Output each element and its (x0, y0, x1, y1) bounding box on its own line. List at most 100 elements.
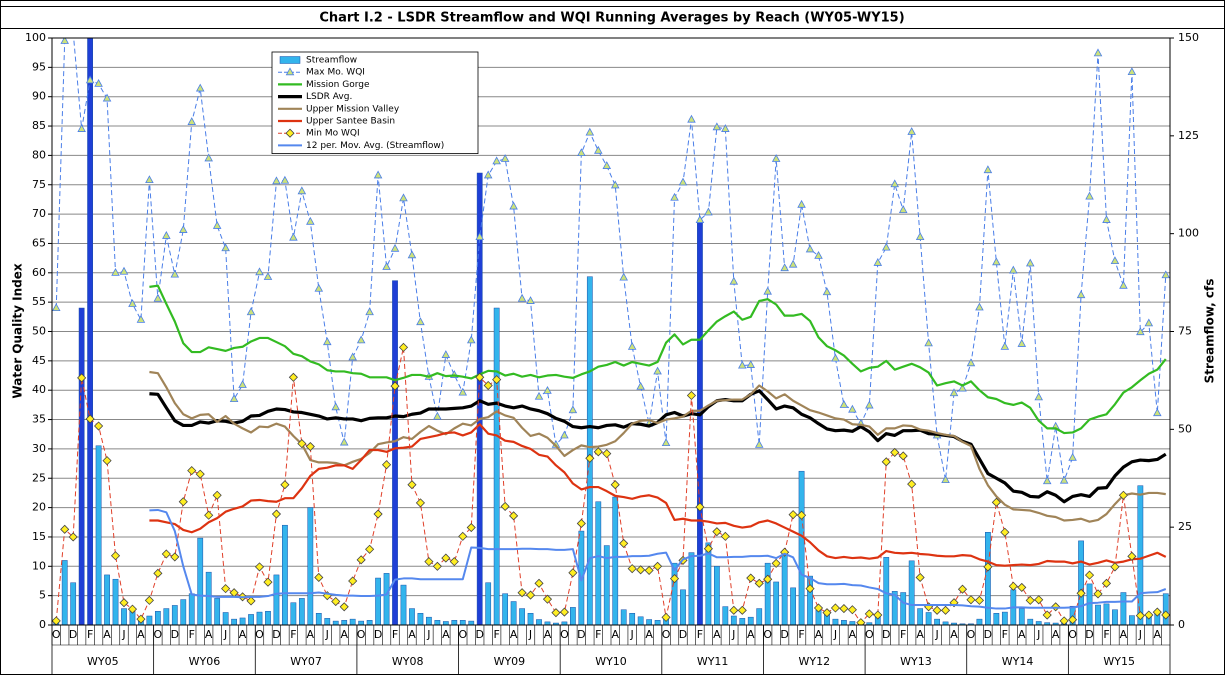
marker (957, 584, 968, 594)
bar (171, 605, 178, 625)
x-tick-label: O (967, 628, 976, 641)
bar (1001, 611, 1008, 625)
marker (102, 456, 112, 466)
x-tick-label: A (815, 628, 823, 641)
legend-box (271, 51, 479, 154)
marker (907, 479, 917, 489)
bar (214, 598, 221, 625)
y2-tick-label: 125 (1178, 129, 1199, 142)
marker (68, 532, 78, 542)
bar (180, 599, 187, 625)
marker (127, 604, 138, 614)
bar (934, 618, 940, 625)
marker (754, 439, 764, 448)
bar (298, 598, 305, 625)
marker (1000, 527, 1010, 537)
bar (70, 582, 77, 625)
marker (661, 612, 671, 622)
marker (542, 594, 553, 604)
y-tick-label: 5 (39, 589, 46, 602)
bar (620, 609, 627, 625)
bar (705, 542, 712, 625)
marker (246, 596, 256, 606)
marker (221, 584, 231, 594)
marker (771, 558, 781, 568)
marker (813, 603, 824, 613)
marker (856, 618, 866, 625)
marker (305, 441, 315, 452)
marker (195, 469, 205, 479)
bar (510, 601, 517, 625)
bar (95, 445, 102, 625)
marker (60, 524, 70, 534)
legend-label: Max Mo. WQI (306, 68, 365, 78)
marker (822, 608, 832, 618)
marker (94, 78, 103, 87)
marker (500, 154, 510, 162)
x-tick-label: O (1068, 628, 1077, 641)
marker (1025, 595, 1035, 605)
bar (730, 615, 737, 625)
marker (1144, 610, 1154, 620)
marker (873, 610, 883, 620)
marker (585, 127, 595, 136)
marker (932, 605, 942, 615)
marker (1059, 475, 1069, 484)
marker (1068, 615, 1078, 625)
bar (586, 276, 593, 625)
marker (1017, 338, 1027, 347)
marker (254, 562, 265, 572)
x-tick-label: J (833, 628, 837, 641)
bar (426, 616, 432, 625)
marker (534, 578, 544, 588)
bar (307, 507, 314, 625)
marker (839, 603, 849, 614)
marker (568, 568, 578, 578)
x-tick-label: A (1154, 628, 1162, 641)
marker (568, 405, 578, 414)
group-label: WY06 (189, 655, 221, 668)
bar (409, 608, 415, 625)
bar (891, 591, 898, 625)
marker (924, 338, 933, 347)
marker (187, 117, 197, 125)
legend-label: Upper Santee Basin (306, 117, 395, 127)
group-label: WY08 (392, 655, 424, 668)
axes: 0 5 10 15 20 25 30 35 40 45 50 55 60 65 70 75 80 85 90 95 10… (25, 31, 1199, 675)
marker (907, 127, 916, 135)
marker (433, 411, 442, 420)
marker (1025, 258, 1035, 267)
x-tick-label: O (357, 628, 366, 641)
bar (849, 621, 856, 625)
marker (619, 272, 628, 281)
bar (87, 38, 93, 625)
bar (78, 307, 85, 625)
marker (577, 148, 586, 157)
bar (1120, 592, 1127, 625)
marker (1135, 611, 1145, 621)
marker (119, 266, 129, 275)
marker (991, 497, 1001, 507)
marker (720, 531, 730, 541)
bar (256, 611, 263, 625)
x-tick-label: A (950, 628, 958, 641)
bar (1018, 608, 1025, 625)
y2-tick-label: 0 (1178, 618, 1185, 631)
x-tick-label: A (611, 628, 619, 641)
marker (348, 352, 357, 361)
marker (610, 180, 620, 189)
marker (949, 388, 959, 397)
marker (678, 177, 688, 186)
bar (773, 581, 780, 625)
marker (365, 307, 374, 316)
bar (197, 537, 204, 625)
marker (729, 605, 739, 615)
bar (883, 557, 890, 625)
x-tick-label: J (1138, 628, 1142, 641)
marker (763, 286, 772, 295)
bar (358, 620, 365, 625)
bar (349, 618, 356, 625)
x-tick-label: F (493, 628, 499, 641)
marker (1161, 270, 1170, 279)
marker (187, 466, 197, 476)
